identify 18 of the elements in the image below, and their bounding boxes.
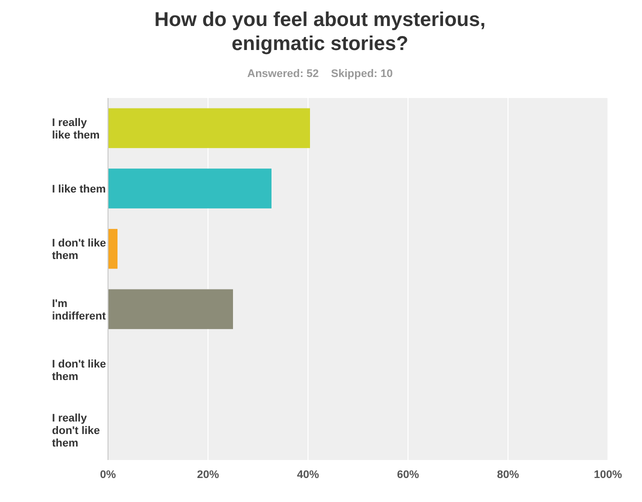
- y-tick-label: I don't like them: [52, 358, 106, 383]
- x-tick-label: 40%: [296, 469, 320, 481]
- y-tick-label: I really like them: [52, 116, 100, 142]
- y-tick-label: I'm indifferent: [52, 298, 106, 322]
- y-tick-label: I like them: [52, 184, 106, 196]
- bar: [108, 289, 233, 330]
- bar: [108, 168, 272, 208]
- y-tick-label: I don't like them: [52, 238, 106, 262]
- x-tick-label: 0%: [100, 469, 116, 481]
- x-tick-label: 80%: [496, 469, 520, 481]
- chart-title: How do you feel about mysterious, enigmatic stories?: [154, 9, 486, 55]
- y-tick-label: I really don't like them: [52, 412, 100, 450]
- x-tick-label: 60%: [396, 469, 420, 481]
- chart-subtitle: Answered: 52 Skipped: 10: [247, 68, 393, 80]
- x-tick-label: 100%: [594, 469, 622, 481]
- bar: [108, 108, 310, 148]
- x-tick-label: 20%: [196, 469, 220, 481]
- bar: [108, 228, 118, 269]
